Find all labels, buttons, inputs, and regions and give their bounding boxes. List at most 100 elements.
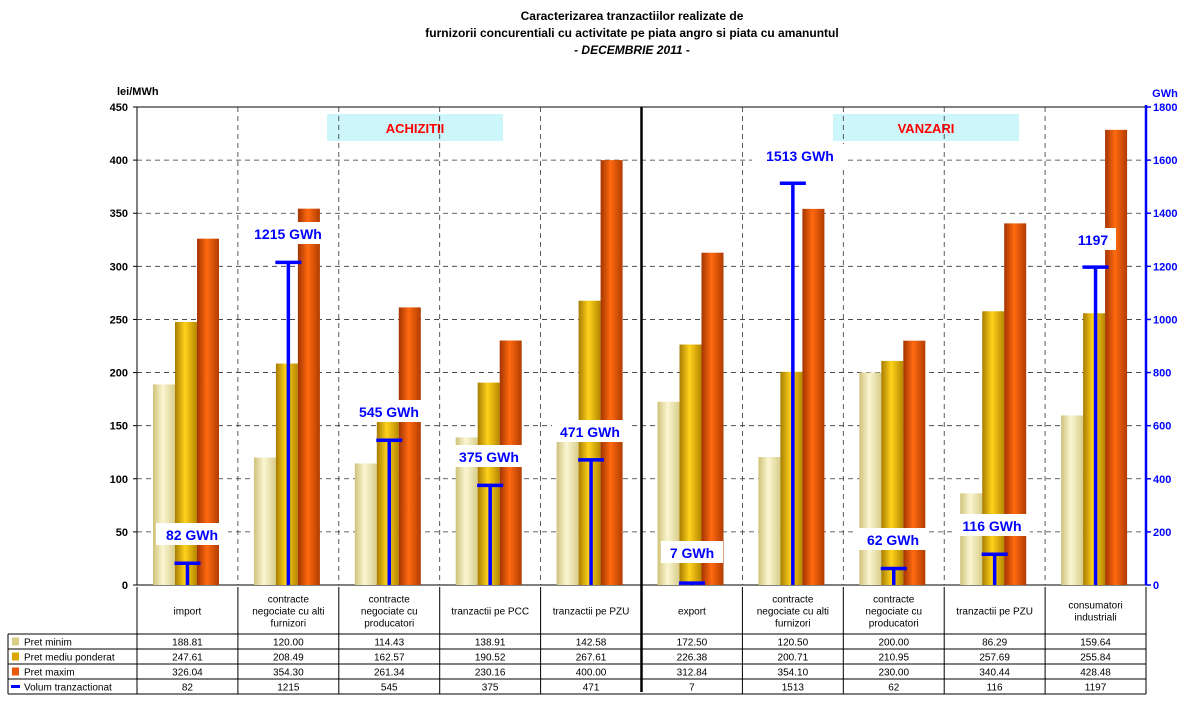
volume-data-label: 116 GWh (962, 518, 1021, 534)
x-category-label: contracte (873, 595, 915, 606)
table-value: 120.00 (273, 638, 304, 649)
table-value: 400.00 (576, 668, 607, 679)
volume-label-box (552, 420, 628, 442)
y-right-tick-label: 0 (1153, 580, 1159, 592)
legend-swatch (12, 637, 19, 646)
bar-pret-minim (354, 463, 377, 585)
volume-data-label: 1513 GWh (766, 148, 834, 164)
x-category-label: negociate cu alti (757, 607, 829, 618)
table-value: 200.71 (778, 653, 809, 664)
table-value: 120.50 (778, 638, 809, 649)
table-value: 257.69 (979, 653, 1010, 664)
table-value: 188.81 (172, 638, 203, 649)
x-category-label: negociate cu alti (252, 607, 324, 618)
table-value: 1197 (1085, 683, 1107, 694)
bar-pret-maxim (903, 340, 926, 585)
table-value: 428.48 (1080, 668, 1111, 679)
volume-label-box (661, 541, 723, 563)
x-category-label: contracte (369, 595, 411, 606)
table-value: 7 (689, 683, 695, 694)
table-value: 116 (987, 683, 1003, 694)
chart-title-line: - DECEMBRIE 2011 - (574, 43, 690, 57)
x-category-label: furnizori (775, 619, 811, 630)
volume-data-label: 471 GWh (560, 424, 620, 440)
bar-pret-minim (253, 457, 276, 585)
volume-label-box (752, 144, 848, 166)
section-label-box (833, 114, 1019, 141)
bar-pret-minim (859, 372, 882, 585)
bar-pret-maxim (297, 208, 320, 585)
chart-title-line: Caracterizarea tranzactiilor realizate d… (521, 9, 744, 23)
x-category-label: furnizori (271, 619, 307, 630)
table-value: 138.91 (475, 638, 506, 649)
table-value: 340.44 (979, 668, 1010, 679)
table-value: 200.00 (878, 638, 909, 649)
chart-title-line: furnizorii concurentiali cu activitate p… (425, 26, 838, 40)
x-category-label: negociate cu (865, 607, 922, 618)
y-right-tick-label: 400 (1153, 474, 1171, 486)
y-left-tick-label: 150 (110, 421, 128, 433)
volume-label-box (954, 514, 1030, 536)
bar-pret-minim (153, 384, 175, 585)
bar-pret-minim (1061, 415, 1084, 585)
table-value: 1513 (782, 683, 805, 694)
x-category-label: tranzactii pe PCC (451, 607, 529, 618)
bar-pret-maxim (701, 252, 724, 585)
legend-entry: Volum tranzactionat (24, 683, 112, 694)
volume-label-box (351, 400, 427, 422)
table-value: 261.34 (374, 668, 405, 679)
table-value: 545 (381, 683, 398, 694)
y-right-tick-label: 1400 (1153, 208, 1177, 220)
volume-data-label: 7 GWh (670, 545, 714, 561)
x-category-label: consumatori (1068, 601, 1122, 612)
table-value: 312.84 (677, 668, 708, 679)
x-category-label: producatori (364, 619, 414, 630)
bar-pret-mediu-ponderat (679, 344, 702, 585)
table-value: 471 (583, 683, 600, 694)
y-left-tick-label: 300 (110, 261, 128, 273)
y-right-tick-label: 1800 (1153, 102, 1177, 114)
table-value: 354.10 (778, 668, 809, 679)
table-value: 267.61 (576, 653, 607, 664)
bar-pret-minim (758, 457, 781, 585)
volume-label-box (1070, 228, 1116, 250)
table-value: 210.95 (878, 653, 909, 664)
bar-pret-mediu-ponderat (578, 300, 601, 585)
volume-data-label: 82 GWh (166, 527, 218, 543)
bar-pret-minim (455, 437, 478, 585)
legend-swatch (12, 652, 19, 661)
table-value: 208.49 (273, 653, 304, 664)
bar-pret-maxim (1004, 223, 1027, 585)
y-left-tick-label: 250 (110, 314, 128, 326)
y-right-tick-label: 200 (1153, 527, 1171, 539)
bar-pret-maxim (197, 238, 219, 585)
y-left-tick-label: 100 (110, 474, 128, 486)
table-value: 226.38 (677, 653, 708, 664)
table-value: 230.16 (475, 668, 506, 679)
y-left-tick-label: 0 (122, 580, 128, 592)
volume-label-box (245, 222, 331, 244)
y-left-tick-label: 350 (110, 208, 128, 220)
x-category-label: contracte (268, 595, 310, 606)
table-value: 159.64 (1080, 638, 1111, 649)
y-left-tick-label: 50 (116, 527, 128, 539)
volume-data-label: 1197 (1078, 232, 1109, 248)
volume-label-box (451, 445, 527, 467)
bar-pret-maxim (398, 307, 421, 585)
section-label-box (327, 114, 503, 141)
y-right-tick-label: 1200 (1153, 261, 1177, 273)
table-value: 247.61 (172, 653, 203, 664)
volume-data-label: 545 GWh (359, 404, 419, 420)
bar-pret-minim (960, 493, 983, 585)
table-value: 62 (888, 683, 900, 694)
table-value: 142.58 (576, 638, 607, 649)
table-value: 255.84 (1080, 653, 1111, 664)
y-right-axis-label: GWh (1152, 88, 1178, 100)
table-value: 114.43 (374, 638, 404, 649)
x-category-label: tranzactii pe PZU (956, 607, 1033, 618)
y-right-tick-label: 1600 (1153, 155, 1177, 167)
y-right-tick-label: 800 (1153, 368, 1171, 380)
table-value: 1215 (277, 683, 300, 694)
section-label: VANZARI (898, 121, 955, 136)
